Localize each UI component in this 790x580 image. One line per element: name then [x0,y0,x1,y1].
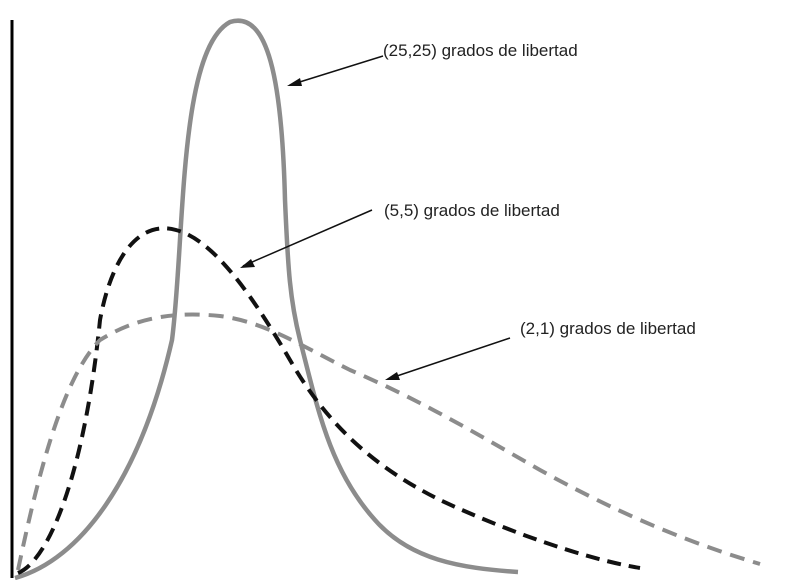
pointer-25-25 [289,55,384,86]
series-line [17,226,641,575]
annotation-5-5: (5,5) grados de libertad [240,201,560,268]
series-label-2-1: (2,1) grados de libertad [520,319,696,338]
series-line [16,312,761,571]
annotation-2-1: (2,1) grados de libertad [385,319,696,380]
arrow-icon [385,372,400,380]
arrow-icon [287,78,302,86]
pointer-2-1 [387,337,511,380]
annotation-25-25: (25,25) grados de libertad [287,41,578,86]
series-label-25-25: (25,25) grados de libertad [383,41,578,60]
arrow-icon [240,259,255,268]
pointer-5-5 [242,209,373,267]
series-line [14,18,519,580]
series-label-5-5: (5,5) grados de libertad [384,201,560,220]
